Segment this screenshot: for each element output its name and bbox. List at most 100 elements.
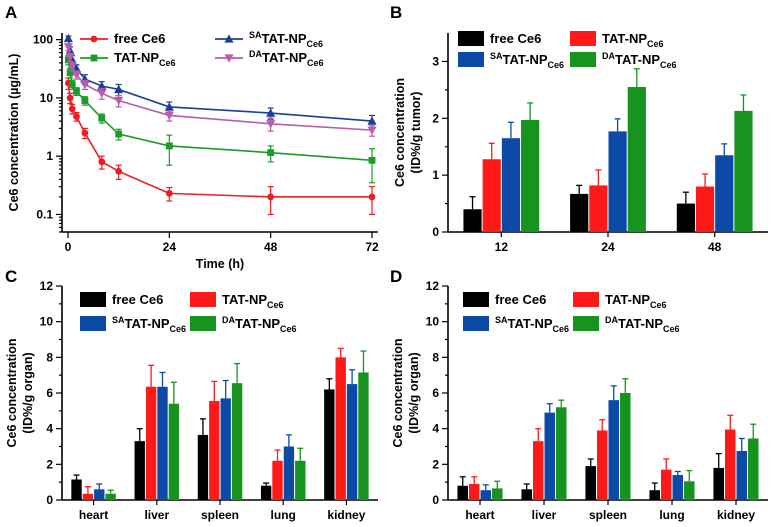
panel-d-x-tick-label: kidney [717, 508, 755, 522]
panel-a-legend-marker-1 [90, 54, 98, 62]
panel-a-data-point [73, 113, 80, 120]
panel-c-bar-spleen [231, 383, 243, 500]
panel-a-data-point [368, 193, 376, 201]
panel-c-x-tick-label: lung [271, 508, 296, 522]
legend-sup: DA [602, 51, 615, 61]
panel-d-x-tick-label: lung [659, 508, 684, 522]
panel-a-data-point [97, 89, 107, 98]
panel-b-y-title-group: Ce6 concentration (ID%/g tumor) [393, 78, 423, 187]
panel-c-letter: C [5, 267, 17, 286]
panel-a-data-point [63, 33, 73, 43]
legend-base: TAT-NP [114, 50, 159, 65]
panel-d-y-tick-label: 10 [426, 315, 440, 329]
panel-a-legend-marker-0 [90, 35, 98, 43]
panel-c-bar-kidney [358, 372, 369, 500]
legend-base: TAT-NP [618, 316, 663, 331]
panel-c-y-tick-label: 10 [40, 315, 54, 329]
panel-d-legend-label-1: TAT-NPCe6 [605, 292, 667, 310]
panel-a-legend-label-2: SATAT-NPCe6 [249, 30, 323, 49]
panel-c-legend-label-3: DATAT-NPCe6 [222, 315, 297, 334]
panel-a-x-tick-label: 48 [264, 240, 278, 254]
panel-d-bar-heart [457, 485, 468, 500]
panel-b-legend-label-1: TAT-NPCe6 [602, 31, 664, 49]
panel-d-bar-liver [521, 489, 532, 500]
panel-c-x-tick-label: heart [79, 508, 108, 522]
panel-d-y-title-line1: Ce6 concentration [391, 338, 405, 447]
panel-b-bar-24 [627, 87, 646, 232]
legend-sub: Ce6 [553, 324, 570, 334]
panel-d-bar-heart [480, 490, 492, 500]
panel-c-bar-kidney [324, 389, 335, 500]
panel-d-legend-swatch-0 [463, 292, 489, 307]
panel-c-legend-swatch-1 [190, 292, 216, 307]
panel-a-data-point [71, 71, 82, 80]
panel-d-bar-lung [660, 469, 672, 500]
panel-c-y-tick-label: 12 [40, 279, 54, 293]
panel-a-y-title-group: Ce6 concentration (µg/mL) [7, 54, 21, 212]
panel-d-x-tick-label: spleen [589, 508, 627, 522]
legend-sub: Ce6 [660, 60, 677, 70]
legend-sub: Ce6 [280, 324, 297, 334]
panel-c-bar-kidney [335, 357, 346, 500]
panel-c-legend-label-2: SATAT-NPCe6 [112, 315, 186, 334]
panel-b-legend-swatch-3 [570, 52, 596, 67]
legend-base: TAT-NP [235, 316, 280, 331]
legend-base: TAT-NP [605, 292, 650, 307]
panel-a-series-line-1 [67, 59, 373, 162]
panel-d-y-tick-label: 8 [432, 350, 439, 364]
panel-a-y-tick-label: 1 [46, 149, 53, 163]
panel-d-y-tick-label: 2 [432, 457, 439, 471]
panel-b-bar-12 [482, 159, 501, 232]
panel-d-letter: D [390, 267, 402, 286]
legend-sub: Ce6 [663, 324, 680, 334]
panel-c-bar-heart [94, 489, 105, 500]
panel-a-legend-marker-3 [224, 54, 234, 63]
panel-c-bar-spleen [220, 398, 231, 500]
panel-d-legend-label-0: free Ce6 [495, 292, 546, 307]
panel-c-bar-kidney [346, 384, 358, 500]
panel-d-bar-spleen [585, 466, 596, 500]
panel-c-bar-spleen [209, 401, 220, 500]
panel-c-legend-swatch-3 [190, 316, 216, 331]
legend-sup: DA [605, 315, 618, 325]
legend-base: TAT-NP [503, 52, 548, 67]
panel-d-bar-spleen [620, 393, 631, 500]
legend-sup: DA [222, 315, 235, 325]
panel-a-x-tick-label: 0 [65, 240, 72, 254]
panel-b-y-tick-label: 0 [432, 225, 439, 239]
panel-a-legend-label-0: free Ce6 [114, 31, 165, 46]
panel-d-bar-liver [544, 412, 556, 500]
panel-a-data-point [164, 102, 174, 111]
panel-b-bar-24 [608, 131, 627, 232]
panel-c-bar-liver [134, 441, 145, 500]
panel-c-y-tick-label: 0 [46, 493, 53, 507]
panel-d-y-tick-label: 4 [432, 422, 439, 436]
legend-base: free Ce6 [490, 31, 541, 46]
panel-c-x-tick-label: kidney [327, 508, 365, 522]
panel-a-y-tick-label: 0.1 [36, 207, 53, 221]
panel-a-data-point [65, 53, 75, 62]
legend-base: free Ce6 [495, 292, 546, 307]
panel-c-legend-label-1: TAT-NPCe6 [222, 292, 284, 310]
panel-b-x-tick-label: 48 [708, 240, 722, 254]
panel-d-bar-lung [684, 481, 695, 500]
legend-sub: Ce6 [170, 324, 187, 334]
panel-d-y-tick-label: 6 [432, 386, 439, 400]
panel-a-y-title: Ce6 concentration (µg/mL) [7, 54, 21, 212]
panel-b-bar-12 [501, 138, 521, 232]
panel-c-y-title-group: Ce6 concentration (ID%/g organ) [5, 338, 35, 447]
panel-d-bar-spleen [608, 400, 620, 500]
legend-sub: Ce6 [267, 300, 284, 310]
panel-c-bar-lung [283, 446, 295, 500]
panel-d-legend-label-3: DATAT-NPCe6 [605, 315, 680, 334]
panel-d-y-tick-label: 0 [432, 493, 439, 507]
panel-a-data-point [367, 126, 377, 135]
panel-d-bar-kidney [724, 429, 736, 500]
panel-d-legend-label-2: SATAT-NPCe6 [495, 315, 569, 334]
panel-a-data-point [98, 114, 106, 122]
panel-b-y-title-line2: (ID%/g tumor) [409, 92, 423, 174]
panel-a-data-point [266, 120, 276, 129]
legend-base: TAT-NP [262, 31, 307, 46]
panel-a-data-point [81, 129, 89, 137]
legend-base: TAT-NP [615, 52, 660, 67]
